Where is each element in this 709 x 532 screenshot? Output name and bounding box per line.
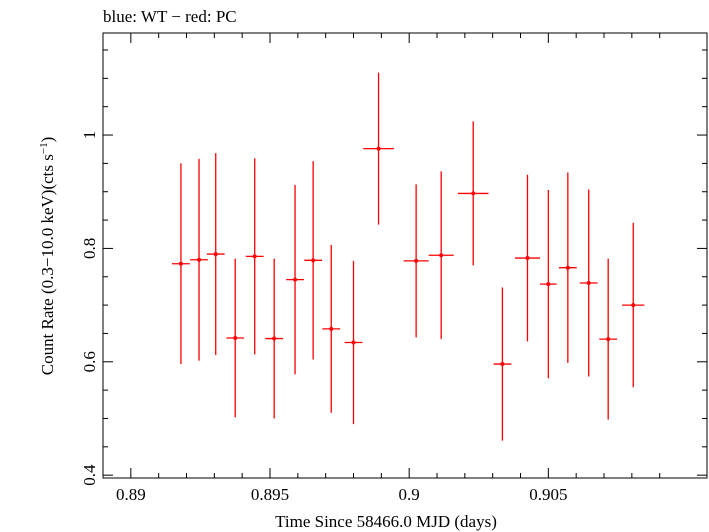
plot-frame <box>102 32 708 479</box>
x-tick-label: 0.905 <box>529 485 567 504</box>
data-marker <box>500 362 505 367</box>
y-axis-label-main: Count Rate (0.3−10.0 keV)(cts s <box>38 154 57 375</box>
data-marker <box>631 303 636 308</box>
data-point <box>363 72 394 225</box>
data-marker <box>213 252 218 257</box>
data-point <box>172 163 190 365</box>
x-axis-label: Time Since 58466.0 MJD (days) <box>275 512 497 531</box>
data-marker <box>311 258 316 263</box>
chart-title: blue: WT − red: PC <box>103 7 237 26</box>
data-marker <box>293 277 298 282</box>
data-marker <box>586 280 591 285</box>
data-marker <box>439 253 444 258</box>
x-tick-label: 0.895 <box>251 485 289 504</box>
data-marker <box>414 258 419 263</box>
x-tick-label: 0.89 <box>116 485 146 504</box>
data-point <box>558 172 577 363</box>
data-marker <box>272 336 277 341</box>
data-marker <box>471 191 476 196</box>
axis-ticks <box>102 33 707 478</box>
data-point <box>403 184 429 338</box>
y-tick-label: 0.4 <box>80 464 99 486</box>
y-tick-label: 0.6 <box>80 351 99 372</box>
data-marker <box>329 326 334 331</box>
data-marker <box>351 340 356 345</box>
data-marker <box>606 337 611 342</box>
y-axis-label-end: ) <box>38 137 57 143</box>
data-point <box>622 222 645 388</box>
data-point <box>304 161 323 360</box>
data-point <box>265 258 284 419</box>
data-marker <box>376 146 381 151</box>
y-tick-label: 1 <box>80 131 99 140</box>
axis-tick-labels: 0.89 0.895 0.9 0.905 0.4 0.6 0.8 1 <box>80 131 567 504</box>
data-marker <box>565 265 570 270</box>
data-point <box>493 287 512 441</box>
y-axis-label-exponent: −1 <box>38 142 50 154</box>
data-point <box>190 158 208 361</box>
y-tick-label: 0.8 <box>80 238 99 259</box>
data-point <box>206 153 225 355</box>
data-point <box>428 171 454 340</box>
data-point <box>599 258 618 420</box>
data-point <box>286 184 304 375</box>
data-point <box>344 260 363 425</box>
data-point <box>245 158 264 355</box>
data-point <box>322 245 341 413</box>
data-marker <box>233 335 238 340</box>
y-axis-label: Count Rate (0.3−10.0 keV)(cts s−1) <box>38 137 57 376</box>
data-marker <box>178 261 183 266</box>
data-point <box>579 189 598 377</box>
x-tick-label: 0.9 <box>399 485 420 504</box>
data-marker <box>197 257 202 262</box>
data-marker <box>546 282 551 287</box>
data-points <box>172 72 645 441</box>
data-point <box>539 190 557 379</box>
data-point <box>514 174 540 342</box>
data-point <box>226 258 245 418</box>
data-marker <box>525 256 530 261</box>
data-marker <box>252 254 257 259</box>
data-point <box>457 121 489 266</box>
